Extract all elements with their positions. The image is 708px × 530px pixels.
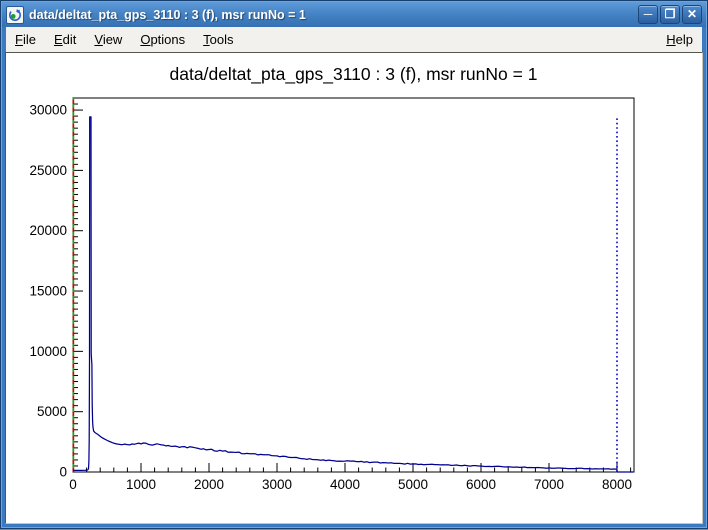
y-tick-label: 10000 [29,344,67,359]
x-tick-label: 6000 [466,477,496,492]
menu-bar: File Edit View Options Tools Help [6,27,702,52]
menu-item-tools[interactable]: Tools [203,32,234,47]
histogram-plot[interactable]: data/deltat_pta_gps_3110 : 3 (f), msr ru… [6,53,704,525]
chart-title: data/deltat_pta_gps_3110 : 3 (f), msr ru… [170,64,538,85]
x-tick-label: 4000 [330,477,360,492]
root-logo-icon [6,5,24,24]
plot-frame [72,97,635,473]
x-tick-label: 2000 [194,477,224,492]
x-tick-label: 5000 [398,477,428,492]
y-tick-label: 0 [59,465,67,480]
window-title: data/deltat_pta_gps_3110 : 3 (f), msr ru… [29,7,306,22]
x-tick-label: 0 [69,477,77,492]
menu-item-file[interactable]: File [15,32,36,47]
y-tick-label: 15000 [29,284,67,299]
minimize-button[interactable]: ─ [638,5,658,24]
histogram-data-line [73,116,633,473]
menu-item-help[interactable]: Help [666,32,693,47]
maximize-button[interactable]: ❐ [660,5,680,24]
y-tick-label: 30000 [29,103,67,118]
y-tick-label: 20000 [29,223,67,238]
x-tick-label: 8000 [602,477,632,492]
menu-item-options[interactable]: Options [140,32,186,47]
x-tick-label: 7000 [534,477,564,492]
plot-canvas[interactable]: data/deltat_pta_gps_3110 : 3 (f), msr ru… [5,52,703,524]
menu-item-view[interactable]: View [94,32,123,47]
title-bar[interactable]: data/deltat_pta_gps_3110 : 3 (f), msr ru… [2,2,706,27]
close-button[interactable]: ✕ [682,5,702,24]
x-tick-label: 3000 [262,477,292,492]
y-tick-label: 5000 [37,404,67,419]
y-tick-label: 25000 [29,163,67,178]
menu-item-edit[interactable]: Edit [53,32,77,47]
x-tick-label: 1000 [126,477,156,492]
